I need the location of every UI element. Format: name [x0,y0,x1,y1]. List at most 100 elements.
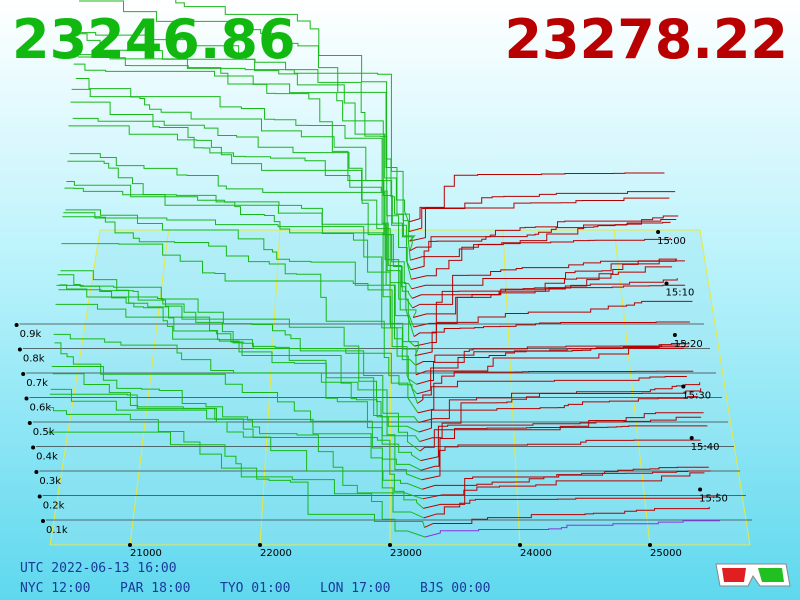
zone-time: TYO 01:00 [220,581,290,596]
price-grid-line [502,229,521,546]
bid-curve [56,284,421,452]
bid-curve [49,393,425,519]
tick-dot [656,230,661,234]
depth-tick-label: 0.4k [36,452,58,463]
price-tick-label: 22000 [260,548,292,559]
price-tick-label: 24000 [520,548,552,559]
tick-dot [258,543,262,547]
tick-dot [17,347,22,352]
bid-curve [68,125,415,337]
ask-curve [418,382,701,423]
tick-dot [672,333,677,337]
ask-curve [408,172,665,223]
ask-curve [417,375,687,404]
ask-curve [419,388,702,443]
bid-curve [72,117,413,299]
bid-curve [76,33,411,261]
bid-curve [64,187,417,375]
price-tick-label: 21000 [130,548,162,559]
bid-curve [71,88,414,309]
bid-curve [65,209,416,366]
bid-curve [62,216,418,395]
price-grid-line [613,229,651,546]
bid-curve [57,274,420,442]
bid-curve [54,342,422,471]
depth-curves [48,0,720,538]
zone-time: LON 17:00 [320,581,390,596]
bid-curve [48,431,426,538]
zone-time: BJS 00:00 [420,581,490,596]
ask-curve [420,416,702,462]
floor [50,230,750,545]
tick-dot [21,372,26,376]
time-zones: NYC 12:00 PAR 18:00 TYO 01:00 LON 17:00 BJS … [20,581,490,596]
floor-grid [19,229,752,546]
ask-curve [415,341,687,366]
ask-curve [424,506,710,528]
tick-dot [41,519,45,523]
bid-price: 23246.86 [12,8,296,71]
ask-curve [408,191,676,233]
bid-curve [67,160,415,347]
tick-dot [698,487,703,492]
time-tick-label: 15:50 [699,494,728,505]
time-tick-label: 15:30 [682,391,711,402]
ask-curve [419,412,704,452]
ask-curve [416,343,690,385]
tick-dot [518,543,522,547]
time-tick-label: 15:20 [674,339,703,350]
ask-curve [410,221,671,271]
zone-time: PAR 18:00 [120,581,190,596]
tick-dot [14,323,19,327]
bid-curve [81,32,410,223]
tick-dot [31,445,36,450]
ask-curve [409,218,677,252]
time-tick-label: 15:10 [666,288,695,299]
ask-price: 23278.22 [504,8,788,71]
bid-curve [66,181,419,356]
tick-dot [27,421,32,425]
3d-glasses-icon [715,563,791,587]
ask-curve [412,259,677,309]
bid-curve [63,212,417,385]
ask-curve [411,237,671,280]
depth-tick-label: 0.6k [30,403,52,414]
bid-curve [70,101,417,318]
bid-curve [51,366,423,500]
ask-curve [423,470,711,509]
bid-curve [75,77,412,270]
depth-tick-label: 0.3k [39,476,61,487]
bid-curve [48,406,425,528]
bid-curve [74,54,412,280]
tick-dot [37,494,42,499]
bid-curve [50,388,424,509]
bid-curve [52,373,423,490]
ask-curve [416,346,689,395]
ask-curve [409,197,670,242]
ask-curve [418,396,699,433]
price-grid-line [129,229,170,546]
tick-dot [648,543,652,547]
tick-dot [128,543,132,547]
ask-curve [415,347,684,376]
ask-curve [413,300,693,337]
zone-time: NYC 12:00 [20,581,90,596]
ask-curve [421,439,701,471]
tick-dot [689,436,694,440]
bid-curve [69,153,415,328]
ask-curve [424,520,720,538]
ask-curve [421,425,708,481]
depth-tick-label: 0.9k [20,329,42,340]
ask-curve [414,284,686,347]
axis-labels: 21000 22000 23000 24000 25000 0.1k 0.2k 0.3k 0.4… [14,230,728,559]
bid-curve [73,63,413,290]
tick-dot [681,384,686,389]
depth-tick-label: 0.2k [43,501,65,512]
ask-curve [411,266,673,299]
bid-curve [60,270,419,414]
bid-curve [53,333,422,481]
bid-curve [175,0,410,232]
tick-dot [24,396,29,401]
ask-curve [422,472,705,500]
